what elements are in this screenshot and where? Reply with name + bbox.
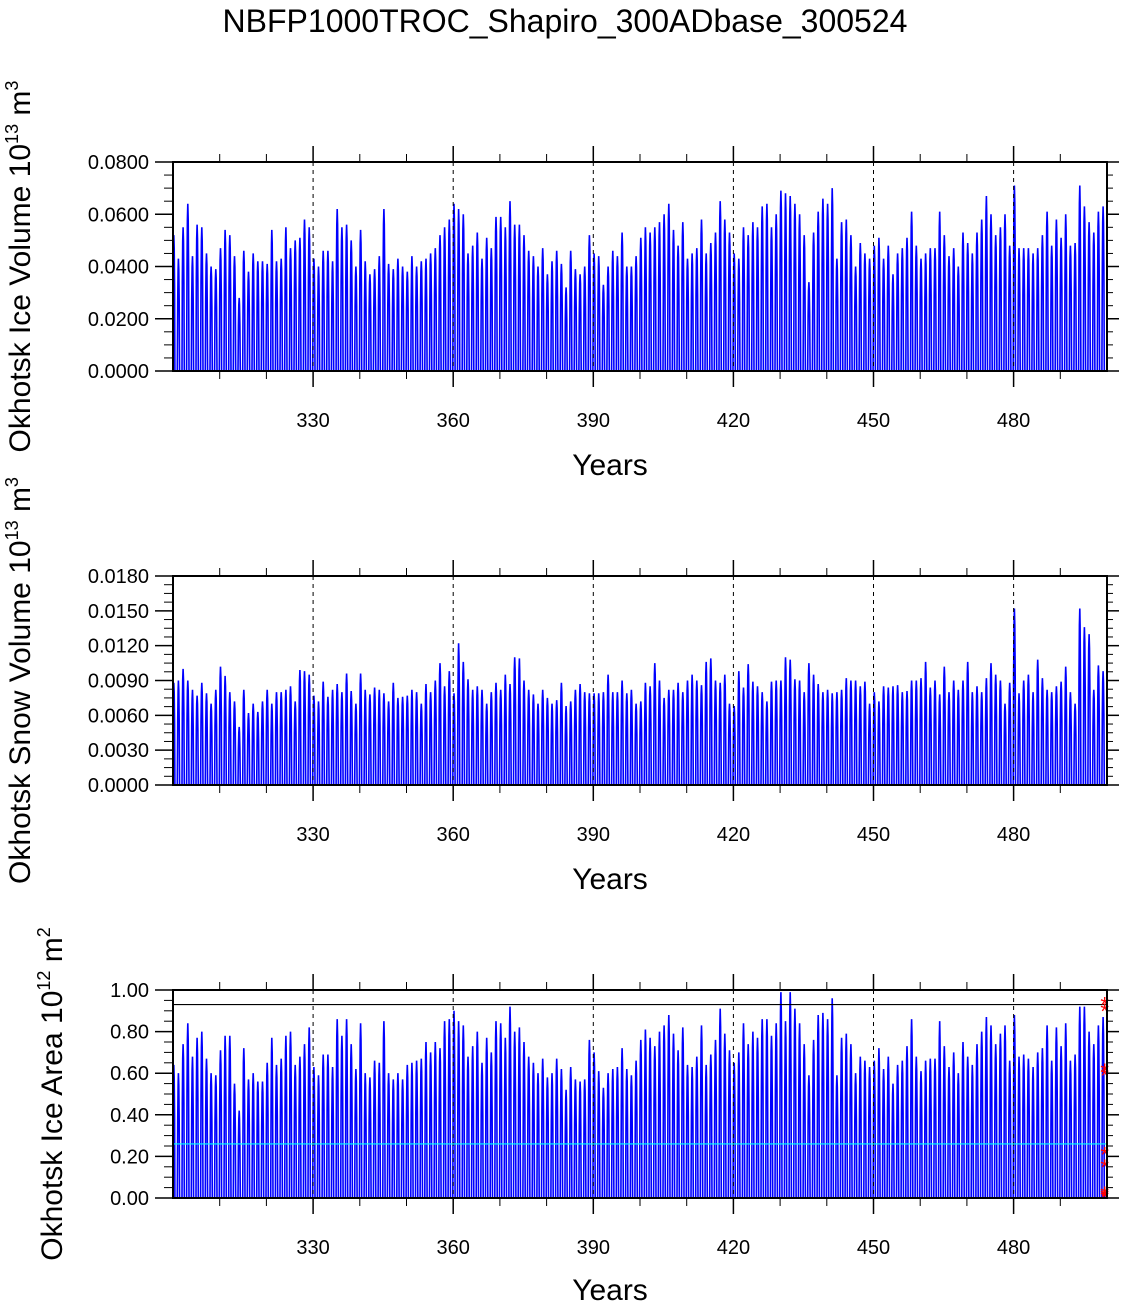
ice-area-marker-1: * — [1100, 999, 1109, 1024]
snow-volume-ytick-label: 0.0000 — [88, 775, 149, 797]
snow-volume-xtick-label: 330 — [296, 824, 329, 846]
ice-volume-ytick-label: 0.0400 — [88, 257, 149, 279]
ice-volume-ytick-label: 0.0800 — [88, 152, 149, 174]
ice-area-xtick-label: 450 — [857, 1237, 890, 1259]
ice-area-xtick-label: 330 — [296, 1237, 329, 1259]
ice-volume-ytick-label: 0.0600 — [88, 204, 149, 226]
ice-area-marker-7: * — [1100, 1184, 1109, 1209]
snow-volume-panel: 0.0000 0.0030 0.0060 0.0090 0.0120 0.0150 0.01… — [2, 477, 1119, 896]
ice-volume-xtick-label: 420 — [717, 410, 750, 432]
ice-area-ytick-label: 0.00 — [110, 1188, 149, 1210]
snow-volume-xtick-label: 480 — [997, 824, 1030, 846]
snow-volume-xtick-label: 360 — [437, 824, 470, 846]
snow-volume-ytick-label: 0.0150 — [88, 601, 149, 623]
ice-area-marker-0: * — [1100, 993, 1109, 1018]
ice-area-xtick-label: 420 — [717, 1237, 750, 1259]
ice-area-marker-5: * — [1100, 1155, 1109, 1180]
snow-volume-xtick-label: 420 — [717, 824, 750, 846]
ice-volume-x-axis-title: Years — [572, 449, 648, 482]
ice-area-marker-3: * — [1100, 1063, 1109, 1088]
snow-volume-ytick-label: 0.0090 — [88, 671, 149, 693]
ice-area-marker-6: * — [1100, 1182, 1109, 1207]
snow-volume-ytick-label: 0.0060 — [88, 705, 149, 727]
ice-area-ytick-label: 0.20 — [110, 1146, 149, 1168]
ice-area-ytick-label: 1.00 — [110, 980, 149, 1002]
snow-volume-y-axis-title: Okhotsk Snow Volume 1013 m3 — [2, 477, 37, 884]
ice-volume-xtick-label: 480 — [997, 410, 1030, 432]
ice-volume-xtick-label: 360 — [437, 410, 470, 432]
snow-volume-ytick-label: 0.0120 — [88, 636, 149, 658]
ice-volume-panel: 0.0000 0.0200 0.0400 0.0600 0.0800 330 360 390 4… — [2, 81, 1119, 482]
ice-area-x-axis-title: Years — [572, 1274, 648, 1307]
ice-area-ytick-label: 0.60 — [110, 1063, 149, 1085]
ice-volume-xtick-label: 390 — [577, 410, 610, 432]
ice-area-xtick-label: 480 — [997, 1237, 1030, 1259]
ice-area-xtick-label: 390 — [577, 1237, 610, 1259]
snow-volume-xtick-label: 390 — [577, 824, 610, 846]
ice-area-ytick-label: 0.40 — [110, 1105, 149, 1127]
ice-volume-xtick-label: 330 — [296, 410, 329, 432]
snow-volume-xtick-label: 450 — [857, 824, 890, 846]
ice-volume-y-axis-title: Okhotsk Ice Volume 1013 m3 — [2, 81, 37, 453]
ice-area-marker-2: * — [1100, 1059, 1109, 1084]
snow-volume-x-axis-title: Years — [572, 863, 648, 896]
snow-volume-ytick-label: 0.0030 — [88, 740, 149, 762]
ice-volume-xtick-label: 450 — [857, 410, 890, 432]
figure-title: NBFP1000TROC_Shapiro_300ADbase_300524 — [223, 3, 908, 39]
ice-area-xtick-label: 360 — [437, 1237, 470, 1259]
ice-area-ytick-label: 0.80 — [110, 1022, 149, 1044]
ice-volume-ytick-label: 0.0200 — [88, 309, 149, 331]
ice-area-y-axis-title: Okhotsk Ice Area 1012 m2 — [34, 927, 69, 1261]
ice-area-marker-4: * — [1100, 1142, 1109, 1167]
snow-volume-ytick-label: 0.0180 — [88, 566, 149, 588]
ice-volume-ytick-label: 0.0000 — [88, 361, 149, 383]
